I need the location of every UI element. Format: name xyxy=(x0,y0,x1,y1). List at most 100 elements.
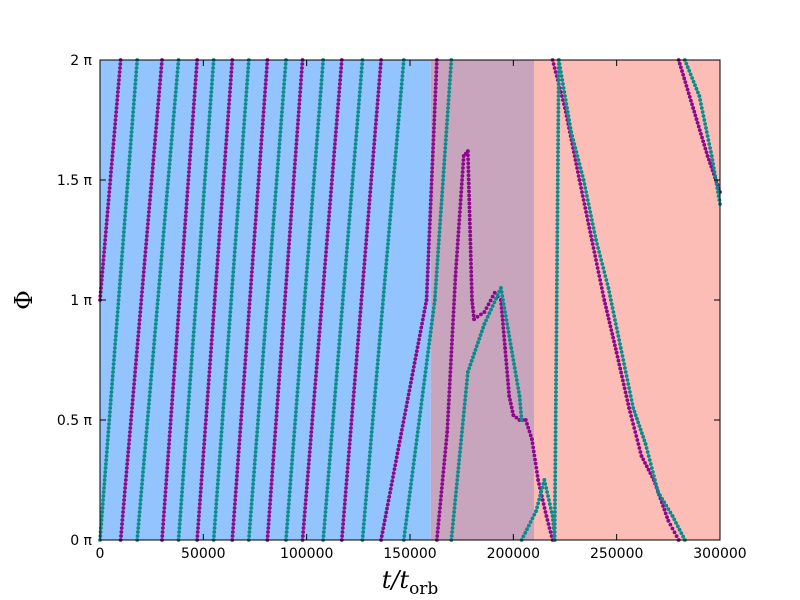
series-1-point xyxy=(423,374,427,378)
series-0-point xyxy=(683,80,688,85)
series-0-point xyxy=(438,498,443,502)
series-1-point xyxy=(211,62,216,66)
series-0-point xyxy=(210,326,215,330)
series-1-point xyxy=(688,72,693,77)
series-1-point xyxy=(330,426,335,430)
series-1-point xyxy=(225,354,230,358)
series-0-point xyxy=(237,438,242,442)
series-1-point xyxy=(242,122,247,126)
series-1-point xyxy=(99,518,104,522)
series-1-point xyxy=(359,74,364,78)
series-0-point xyxy=(425,282,430,286)
series-1-point xyxy=(555,174,560,178)
series-1-point xyxy=(556,74,561,78)
series-1-point xyxy=(193,306,198,310)
series-0-point xyxy=(340,526,345,530)
series-0-point xyxy=(297,98,302,102)
series-1-point xyxy=(596,246,600,250)
series-1-point xyxy=(386,234,391,238)
series-0-point xyxy=(428,198,433,202)
series-1-point xyxy=(164,202,169,206)
series-0-point xyxy=(576,174,581,178)
series-0-point xyxy=(104,218,109,222)
series-1-point xyxy=(555,178,560,182)
series-1-point xyxy=(151,350,156,354)
series-0-point xyxy=(447,394,452,398)
series-0-point xyxy=(482,310,487,314)
series-0-point xyxy=(358,314,363,318)
series-0-point xyxy=(144,234,149,238)
series-1-point xyxy=(311,186,316,190)
series-0-point xyxy=(431,150,435,154)
series-0-point xyxy=(189,130,194,134)
series-1-point xyxy=(226,330,231,334)
series-1-point xyxy=(127,154,132,158)
series-1-point xyxy=(408,490,412,494)
series-0-point xyxy=(365,222,370,226)
series-1-point xyxy=(447,86,452,90)
series-1-point xyxy=(455,474,460,478)
series-1-point xyxy=(293,414,298,418)
series-1-point xyxy=(389,206,393,210)
series-0-point xyxy=(196,522,201,526)
series-0-point xyxy=(166,450,171,454)
series-1-point xyxy=(137,510,142,514)
series-1-point xyxy=(178,506,183,510)
series-0-point xyxy=(533,461,538,466)
series-1-point xyxy=(278,126,283,130)
series-0-point xyxy=(303,506,308,510)
series-1-point xyxy=(425,354,430,358)
series-0-point xyxy=(160,530,165,534)
series-1-point xyxy=(299,334,304,338)
series-1-point xyxy=(388,214,393,218)
series-0-point xyxy=(287,238,292,242)
series-0-point xyxy=(296,110,301,114)
series-1-point xyxy=(320,66,325,70)
series-0-point xyxy=(165,466,170,470)
series-0-point xyxy=(429,190,434,194)
series-0-point xyxy=(213,282,218,286)
series-0-point xyxy=(388,490,392,495)
series-0-point xyxy=(113,122,118,126)
series-0-point xyxy=(337,90,342,94)
series-1-point xyxy=(562,90,567,94)
series-0-point xyxy=(321,278,326,282)
series-1-point xyxy=(292,426,297,430)
series-1-point xyxy=(200,206,205,210)
series-1-point xyxy=(202,182,207,186)
series-1-point xyxy=(622,362,627,366)
series-1-point xyxy=(409,482,413,486)
series-0-point xyxy=(326,218,331,222)
series-0-point xyxy=(112,134,117,138)
series-1-point xyxy=(646,454,651,458)
series-0-point xyxy=(240,406,244,410)
series-1-point xyxy=(446,98,451,102)
series-1-point xyxy=(393,154,398,158)
series-1-point xyxy=(506,330,511,334)
series-1-point xyxy=(278,134,283,138)
series-0-point xyxy=(396,447,401,452)
series-1-point xyxy=(503,310,507,314)
series-1-point xyxy=(141,466,146,470)
series-0-point xyxy=(455,246,460,250)
series-0-point xyxy=(280,330,285,334)
series-0-point xyxy=(455,242,460,246)
series-1-point xyxy=(205,142,210,146)
series-1-point xyxy=(535,505,539,510)
series-0-point xyxy=(98,290,103,294)
series-1-point xyxy=(267,278,271,282)
series-1-point xyxy=(405,514,409,518)
series-0-point xyxy=(694,117,699,121)
series-0-point xyxy=(355,350,360,354)
series-0-point xyxy=(323,258,328,262)
series-1-point xyxy=(258,386,263,390)
series-0-point xyxy=(288,218,293,222)
series-0-point xyxy=(107,186,112,190)
series-0-point xyxy=(172,366,177,370)
series-0-point xyxy=(692,109,697,114)
series-0-point xyxy=(369,182,373,186)
series-1-point xyxy=(553,498,557,502)
series-1-point xyxy=(465,374,470,378)
series-1-point xyxy=(107,418,112,422)
series-1-point xyxy=(449,534,454,538)
